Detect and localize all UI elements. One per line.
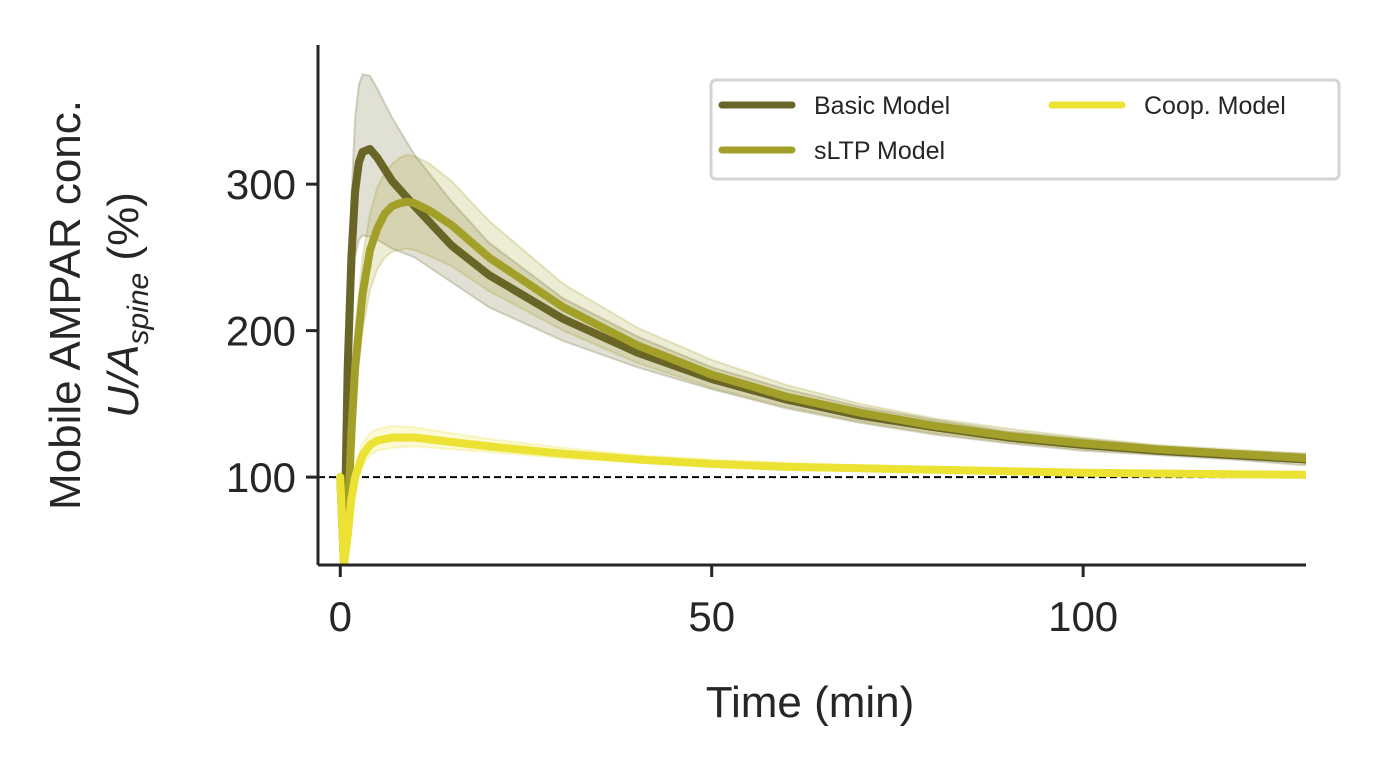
x-ticks: 0 50 100 [329,565,1118,640]
x-axis-label: Time (min) [706,678,915,727]
x-tick-label-50: 50 [688,593,735,640]
legend-frame [709,78,1341,181]
legend: Basic Model sLTP Model Coop. Model [709,78,1341,181]
y-axis-label-line1: Mobile AMPAR conc. [41,100,90,510]
y-tick-label-300: 300 [226,161,296,208]
series-lines [336,145,1306,565]
x-tick-label-100: 100 [1048,593,1118,640]
y-axis-label-var: U/A [99,345,148,418]
y-axis-label-unit: (%) [99,192,148,273]
x-tick-label-0: 0 [329,593,352,640]
y-axis-label: Mobile AMPAR conc. U/Aspine (%) [41,100,155,510]
y-tick-label-200: 200 [226,308,296,355]
y-tick-label-100: 100 [226,454,296,501]
band-sltp-model [339,153,1306,565]
line-basic-model [336,145,1306,565]
axes: 100 200 300 0 50 100 [226,45,1306,640]
y-axis-label-subscript: spine [122,273,155,345]
y-axis-label-line2: U/Aspine (%) [99,192,155,418]
line-coop-model [336,433,1306,565]
legend-label-coop-model: Coop. Model [1144,92,1286,120]
legend-label-sltp-model: sLTP Model [814,137,945,165]
legend-label-basic-model: Basic Model [814,92,950,120]
line-sltp-model [336,197,1306,565]
y-ticks: 100 200 300 [226,161,318,501]
